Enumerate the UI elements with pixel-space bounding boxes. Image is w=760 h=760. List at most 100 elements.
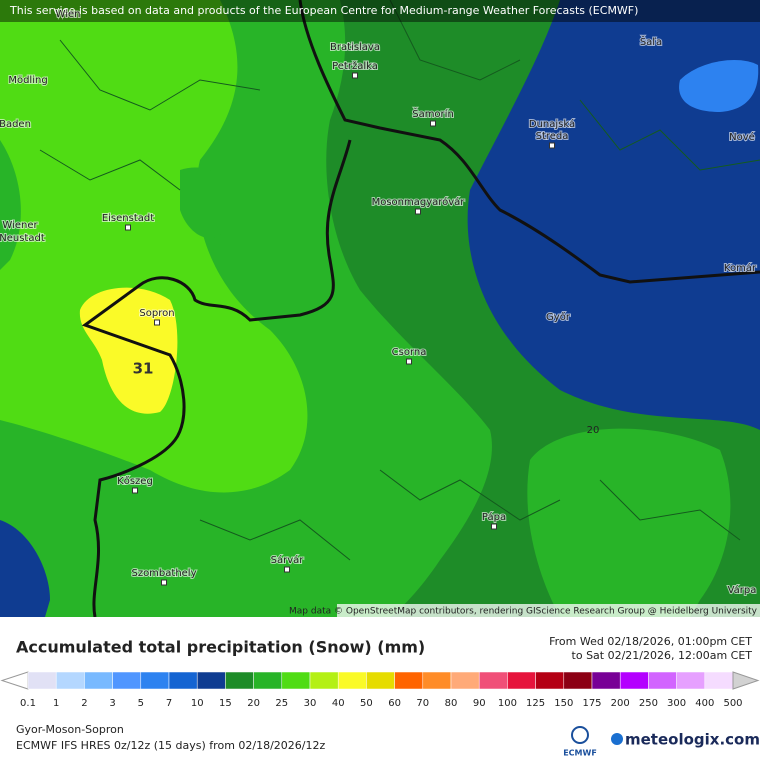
place-label: Neustadt	[0, 233, 45, 244]
scale-tick-label: 500	[723, 698, 742, 709]
scale-box	[507, 671, 536, 690]
scale-box	[366, 671, 395, 690]
yellow-region	[79, 287, 178, 414]
scale-tick-label: 150	[554, 698, 573, 709]
scale-box	[281, 671, 311, 690]
scale-box	[450, 671, 480, 690]
place-label: Várpa	[728, 584, 757, 596]
place-label: Wien	[56, 9, 81, 20]
legend: Accumulated total precipitation (Snow) (…	[0, 635, 760, 758]
scale-tick-label: 2	[81, 698, 87, 709]
scale-tick-label: 1	[53, 698, 59, 709]
scale-box	[27, 671, 57, 690]
scale-box	[168, 671, 198, 690]
place-label: Sopron	[139, 308, 174, 319]
places: Wien Mödling Baden Eisenstadt Wiener Neustadt…	[0, 8, 758, 597]
scale-tick-label: 0.1	[20, 698, 36, 709]
place-marker	[415, 208, 421, 215]
contour-label: 31	[133, 360, 154, 378]
place-label: Eisenstadt	[102, 213, 154, 224]
scale-box	[337, 671, 367, 690]
place-label: Mosonmagyaróvár	[372, 196, 466, 208]
place-label: Pápa	[482, 511, 506, 523]
scale-arrow-left	[0, 671, 29, 690]
site-logo[interactable]: meteologix.com	[625, 731, 760, 749]
place-label: Šaľa	[640, 35, 662, 48]
scale-box	[140, 671, 170, 690]
scale-tick-label: 7	[166, 698, 172, 709]
scale-box	[309, 671, 339, 690]
scale-box	[253, 671, 283, 690]
scale-box	[591, 671, 621, 690]
scale-tick-label: 50	[360, 698, 373, 709]
scale-tick-label: 10	[191, 698, 204, 709]
scale-box	[648, 671, 677, 690]
place-label: Szombathely	[131, 568, 196, 579]
period-to: to Sat 02/21/2026, 12:00am CET	[572, 649, 753, 662]
scale-tick-label: 90	[473, 698, 486, 709]
place-marker	[284, 566, 290, 573]
navy-region	[0, 0, 760, 430]
place-label: Sárvár	[271, 554, 305, 566]
scale-box	[563, 671, 593, 690]
district-lines	[39, 0, 760, 561]
scale-tick-label: 3	[109, 698, 115, 709]
place-label: Petržalka	[332, 60, 378, 72]
place-label: Kőszeg	[117, 475, 153, 487]
scale-tick-label: 200	[611, 698, 630, 709]
scale-tick-label: 30	[304, 698, 317, 709]
place-label: Baden	[0, 119, 31, 130]
scale-box	[704, 671, 734, 690]
place-marker	[352, 72, 358, 79]
scale-arrow-right	[732, 671, 760, 690]
scale-tick-label: 20	[247, 698, 260, 709]
legend-title: Accumulated total precipitation (Snow) (…	[16, 638, 425, 657]
scale-box	[84, 671, 113, 690]
blue-patch	[679, 60, 759, 112]
scale-box	[422, 671, 452, 690]
scale-box	[55, 671, 85, 690]
scale-tick-label: 250	[639, 698, 658, 709]
place-label: Győr	[546, 311, 571, 323]
notice-band	[0, 0, 760, 22]
model-info: ECMWF IFS HRES 0z/12z (15 days) from 02/…	[16, 739, 326, 752]
notice: This service is based on data and produc…	[9, 4, 638, 17]
site-icon	[611, 733, 623, 745]
place-marker	[406, 358, 412, 365]
navy-patch	[0, 520, 50, 617]
scale-tick-label: 80	[445, 698, 458, 709]
place-marker	[430, 120, 436, 127]
attribution: Map data © OpenStreetMap contributors, r…	[289, 607, 758, 617]
scale-box	[478, 671, 508, 690]
scale-box	[535, 671, 565, 690]
place-marker	[549, 142, 555, 149]
color-scale: 0.1 1 2 3 5 7 10 15 20 25 30 40 50 60 70 80 90 100 125 150 1…	[0, 671, 760, 709]
border-line	[81, 139, 352, 617]
border-line	[298, 0, 760, 284]
place-label: Wiener	[2, 220, 38, 231]
place-marker	[154, 319, 160, 326]
scale-tick-label: 15	[219, 698, 232, 709]
place-marker	[161, 579, 167, 586]
scale-tick-label: 125	[526, 698, 545, 709]
scale-tick-label: 400	[695, 698, 714, 709]
contour-label: 20	[587, 425, 600, 436]
scale-tick-label: 60	[388, 698, 401, 709]
place-marker	[491, 523, 497, 530]
place-marker	[125, 224, 131, 231]
green-patch	[0, 140, 21, 270]
region-name: Gyor-Moson-Sopron	[16, 723, 124, 736]
place-label: Bratislava	[330, 42, 380, 53]
place-label: Nové	[729, 131, 755, 143]
green-region	[527, 428, 731, 617]
attribution-band	[337, 604, 760, 617]
green-patch	[180, 167, 232, 239]
scale-box	[196, 671, 226, 690]
scale-tick-label: 100	[498, 698, 517, 709]
place-label: Komár	[724, 262, 757, 274]
map: This service is based on data and produc…	[0, 0, 760, 617]
scale-box	[225, 671, 254, 690]
place-label: Šamorín	[412, 107, 454, 120]
scale-tick-label: 5	[138, 698, 144, 709]
